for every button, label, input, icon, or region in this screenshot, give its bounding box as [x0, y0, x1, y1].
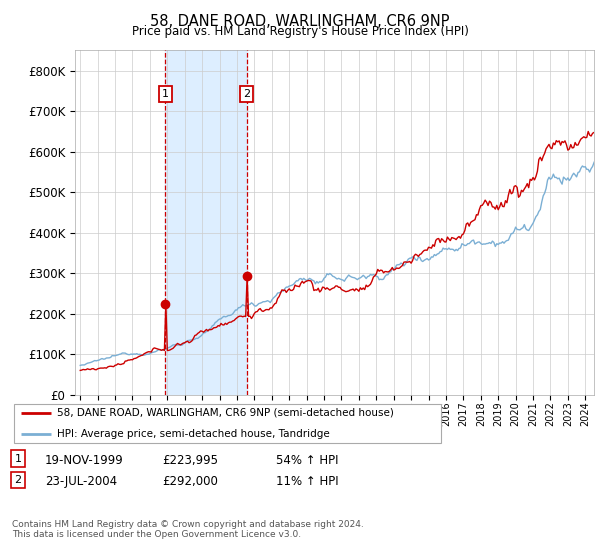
Text: 2: 2	[243, 89, 250, 99]
Text: 1: 1	[14, 454, 22, 464]
Text: 54% ↑ HPI: 54% ↑ HPI	[276, 454, 338, 466]
Text: £223,995: £223,995	[162, 454, 218, 466]
Bar	[166, 50, 247, 395]
Text: 58, DANE ROAD, WARLINGHAM, CR6 9NP (semi-detached house): 58, DANE ROAD, WARLINGHAM, CR6 9NP (semi…	[58, 408, 394, 418]
Text: 19-NOV-1999: 19-NOV-1999	[45, 454, 124, 466]
Text: 1: 1	[162, 89, 169, 99]
Text: 2: 2	[14, 475, 22, 485]
Text: 11% ↑ HPI: 11% ↑ HPI	[276, 475, 338, 488]
Text: HPI: Average price, semi-detached house, Tandridge: HPI: Average price, semi-detached house,…	[58, 429, 330, 439]
Text: Price paid vs. HM Land Registry's House Price Index (HPI): Price paid vs. HM Land Registry's House …	[131, 25, 469, 38]
Text: £292,000: £292,000	[162, 475, 218, 488]
Text: 58, DANE ROAD, WARLINGHAM, CR6 9NP: 58, DANE ROAD, WARLINGHAM, CR6 9NP	[150, 14, 450, 29]
FancyBboxPatch shape	[14, 404, 441, 443]
Text: 23-JUL-2004: 23-JUL-2004	[45, 475, 117, 488]
Text: Contains HM Land Registry data © Crown copyright and database right 2024.
This d: Contains HM Land Registry data © Crown c…	[12, 520, 364, 539]
